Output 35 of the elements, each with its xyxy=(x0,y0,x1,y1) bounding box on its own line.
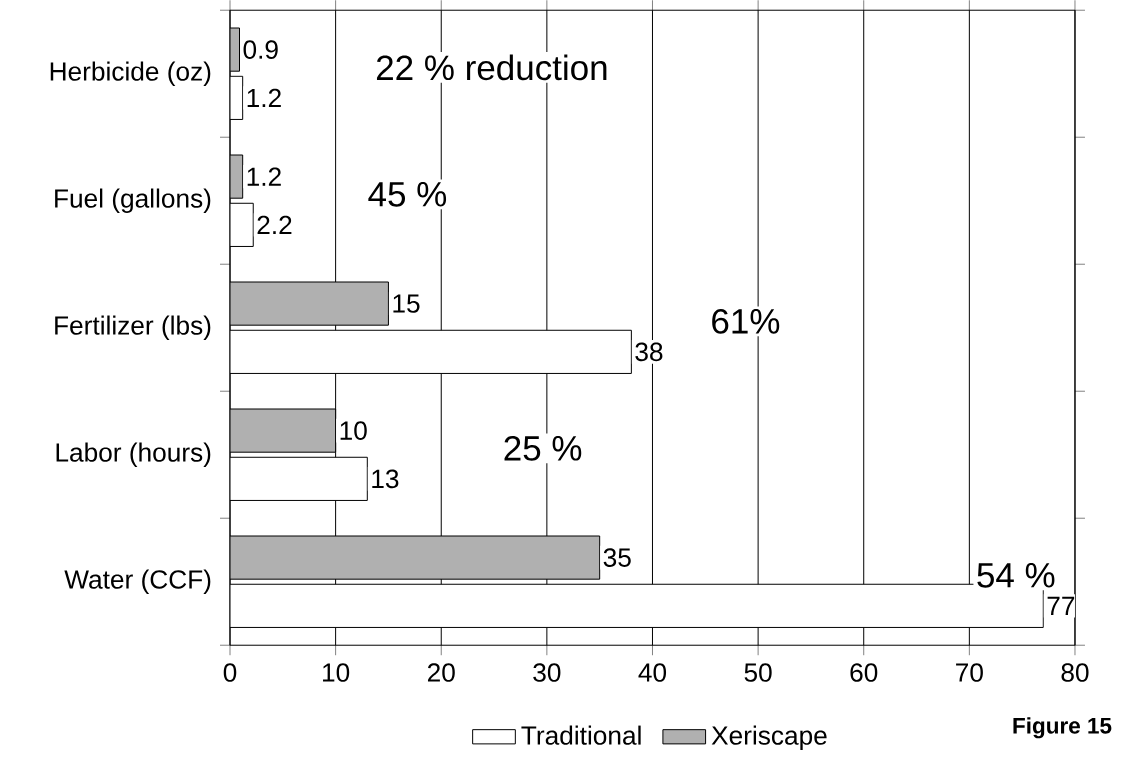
y-tick-label: Fuel (gallons) xyxy=(55,188,211,213)
data-label: 2.2 xyxy=(257,215,292,235)
data-label: 13 xyxy=(372,469,399,489)
bar xyxy=(230,535,601,580)
annotation: 54 % xyxy=(977,563,1055,588)
bar xyxy=(230,408,337,453)
data-label: 10 xyxy=(340,421,367,440)
data-label: 1.2 xyxy=(247,88,281,108)
data-label: 35 xyxy=(603,548,631,567)
legend-label: Xeriscape xyxy=(711,725,827,751)
x-tick-label: 40 xyxy=(638,663,667,682)
x-tick-label: 0 xyxy=(223,663,237,682)
x-tick-label: 30 xyxy=(533,663,561,682)
data-label: 15 xyxy=(393,294,420,313)
legend-label: Traditional xyxy=(521,725,641,745)
data-label: 0.9 xyxy=(243,40,278,59)
x-tick-label: 60 xyxy=(850,663,878,682)
data-label: 77 xyxy=(1047,596,1075,615)
data-label: 38 xyxy=(635,342,663,362)
annotation: 22 % reduction xyxy=(376,54,607,81)
annotation: 45 % xyxy=(368,182,447,207)
y-tick-label: Labor (hours) xyxy=(56,442,211,467)
annotation: 61% xyxy=(712,308,780,334)
x-tick-label: 80 xyxy=(1061,663,1089,682)
x-tick-label: 70 xyxy=(956,663,983,682)
data-label: 1.2 xyxy=(247,167,281,186)
y-tick-label: Herbicide (oz) xyxy=(50,61,211,86)
x-tick-label: 20 xyxy=(427,663,455,682)
x-tick-label: 10 xyxy=(323,663,350,682)
y-tick-label: Water (CCF) xyxy=(64,569,211,594)
x-tick-label: 50 xyxy=(744,663,772,682)
y-tick-label: Fertilizer (lbs) xyxy=(55,315,211,340)
bar xyxy=(230,281,389,326)
annotation: 25 % xyxy=(504,435,582,461)
caption: Figure 15 xyxy=(1013,717,1112,739)
